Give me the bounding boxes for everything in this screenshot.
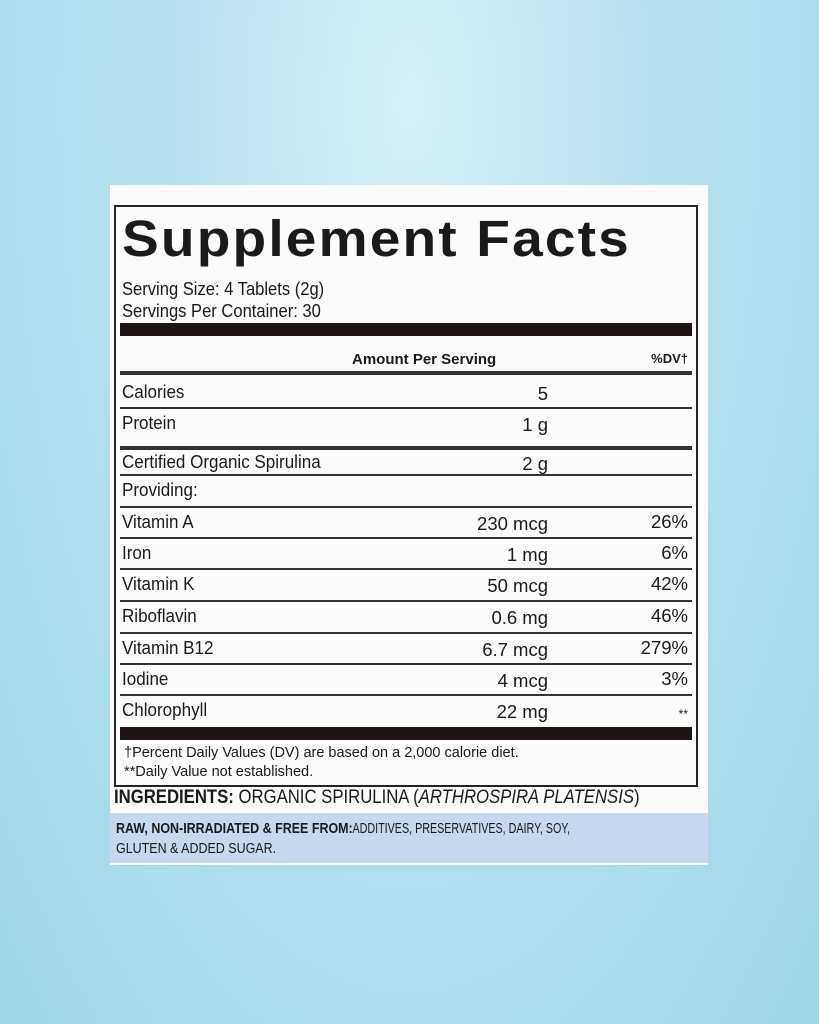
title: Supplement Facts	[122, 210, 631, 267]
nutrient-name: Calories	[122, 381, 185, 402]
nutrient-dv: **	[678, 707, 688, 721]
free-from-line2: GLUTEN & ADDED SUGAR.	[116, 841, 277, 857]
nutrient-row: Chlorophyll 22 mg **	[122, 695, 688, 723]
ingredients-close: )	[633, 787, 640, 808]
nutrient-row: Protein 1 g	[122, 408, 688, 436]
nutrient-dv: 46%	[650, 605, 688, 626]
nutrient-row: Riboflavin 0.6 mg 46%	[122, 601, 688, 629]
dv-header: %DV†	[651, 351, 688, 366]
row-divider	[120, 407, 692, 409]
footnote-dv: †Percent Daily Values (DV) are based on …	[124, 745, 519, 761]
nutrient-dv: 42%	[650, 573, 688, 594]
nutrient-name: Protein	[122, 412, 176, 433]
nutrient-name: Riboflavin	[122, 605, 197, 626]
divider-thick	[120, 727, 692, 740]
row-divider	[120, 474, 692, 476]
row-divider	[120, 600, 692, 602]
nutrient-name: Vitamin A	[122, 511, 194, 532]
serving-size: Serving Size: 4 Tablets (2g)	[122, 279, 325, 299]
nutrient-name: Iron	[122, 542, 152, 563]
footnote-not-established: **Daily Value not established.	[124, 764, 314, 780]
ingredients: INGREDIENTS: ORGANIC SPIRULINA (ARTHROSP…	[114, 787, 640, 809]
nutrient-amount: 5	[537, 383, 548, 404]
nutrient-amount: 50 mcg	[487, 575, 548, 596]
row-divider	[120, 694, 692, 696]
nutrient-name: Iodine	[122, 668, 169, 689]
divider-thick	[120, 323, 692, 336]
ingredients-species: ARTHROSPIRA PLATENSIS	[418, 787, 634, 808]
nutrient-name: Chlorophyll	[122, 699, 208, 720]
free-from-text: ADDITIVES, PRESERVATIVES, DAIRY, SOY,	[352, 821, 571, 837]
nutrient-amount: 4 mcg	[497, 670, 548, 691]
nutrient-name: Vitamin K	[122, 573, 195, 594]
nutrient-dv: 6%	[661, 542, 688, 563]
nutrient-name: Certified Organic Spirulina	[122, 451, 321, 472]
nutrient-amount: 0.6 mg	[491, 607, 548, 628]
nutrient-name: Vitamin B12	[122, 637, 214, 658]
nutrient-row: Providing:	[122, 475, 688, 503]
ingredients-text: ORGANIC SPIRULINA (	[233, 787, 419, 808]
free-from-line1: RAW, NON-IRRADIATED & FREE FROM: ADDITIV…	[116, 819, 606, 839]
nutrient-amount: 6.7 mcg	[482, 639, 548, 660]
nutrient-amount: 2 g	[522, 453, 548, 474]
row-divider	[120, 568, 692, 570]
row-divider	[120, 632, 692, 634]
nutrient-row: Vitamin A 230 mcg 26%	[122, 507, 688, 535]
nutrient-dv: 279%	[640, 637, 688, 658]
nutrient-name: Providing:	[122, 479, 198, 500]
nutrient-row: Iodine 4 mcg 3%	[122, 664, 688, 692]
nutrient-amount: 1 g	[522, 414, 548, 435]
nutrient-dv: 3%	[661, 668, 688, 689]
free-from-band: RAW, NON-IRRADIATED & FREE FROM: ADDITIV…	[110, 813, 708, 863]
ingredients-label: INGREDIENTS:	[114, 787, 234, 808]
facts-panel: Supplement Facts Serving Size: 4 Tablets…	[114, 205, 698, 787]
row-divider	[120, 663, 692, 665]
nutrient-row: Iron 1 mg 6%	[122, 538, 688, 566]
nutrient-amount: 1 mg	[506, 544, 548, 565]
row-divider	[120, 537, 692, 539]
nutrient-row: Calories 5	[122, 377, 688, 405]
nutrient-row: Vitamin B12 6.7 mcg 279%	[122, 633, 688, 661]
nutrient-row: Vitamin K 50 mcg 42%	[122, 569, 688, 597]
amount-header: Amount Per Serving	[352, 351, 497, 368]
nutrient-row: Certified Organic Spirulina 2 g	[122, 447, 688, 475]
nutrient-amount: 230 mcg	[477, 513, 548, 534]
free-from-label: RAW, NON-IRRADIATED & FREE FROM:	[116, 821, 353, 837]
nutrient-amount: 22 mg	[496, 701, 548, 722]
divider	[120, 371, 692, 375]
nutrient-dv: 26%	[650, 511, 688, 532]
supplement-facts-label: Supplement Facts Serving Size: 4 Tablets…	[110, 185, 708, 865]
row-divider	[120, 446, 692, 450]
row-divider	[120, 506, 692, 508]
servings-per-container: Servings Per Container: 30	[122, 301, 321, 321]
